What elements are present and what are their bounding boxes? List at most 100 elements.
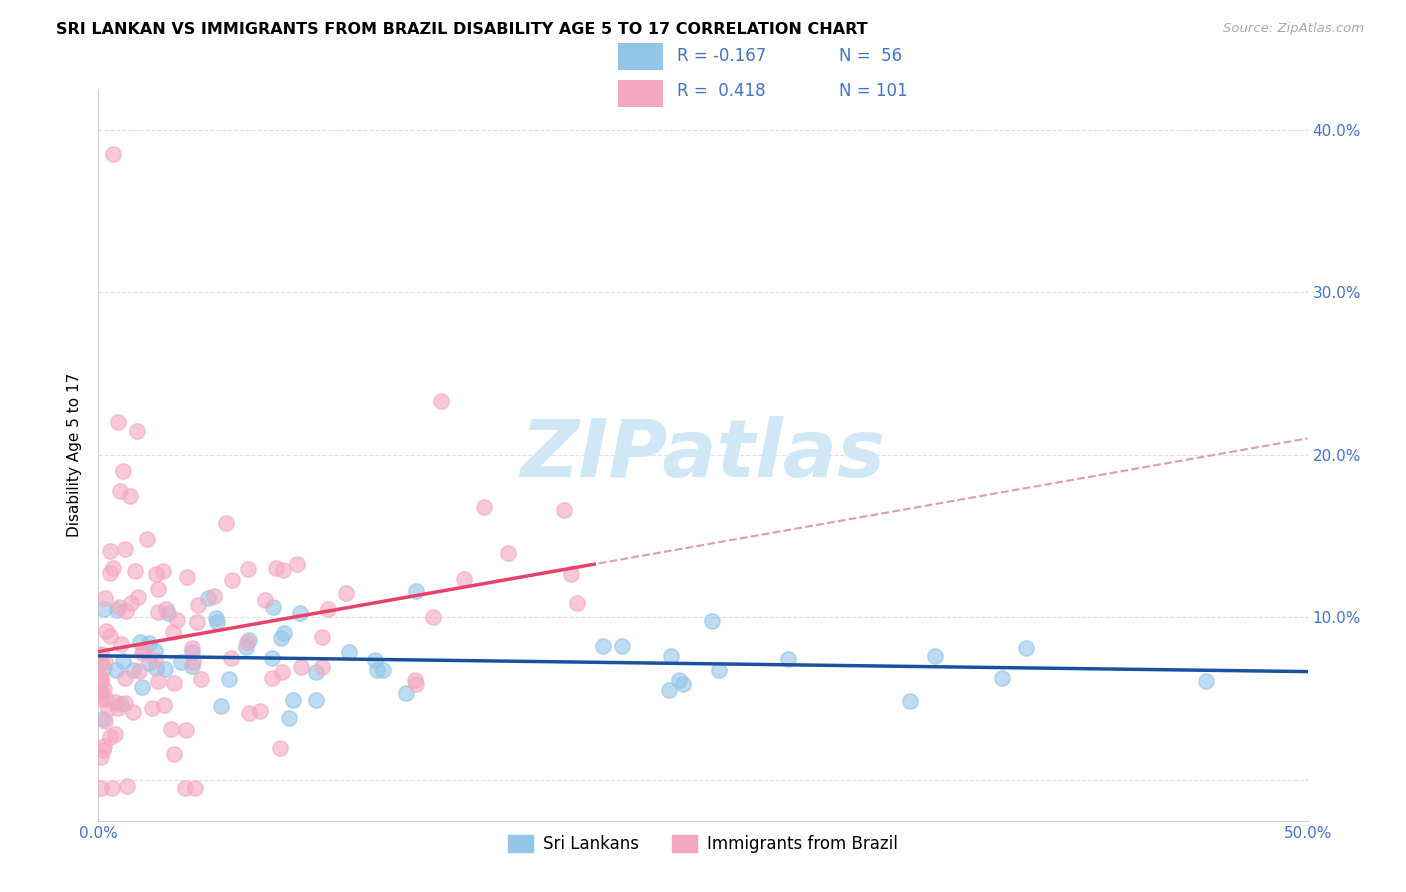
Point bbox=[176, 570, 198, 584]
Point bbox=[186, 615, 208, 629]
Point bbox=[97, 701, 120, 715]
Point bbox=[205, 611, 228, 625]
Point bbox=[104, 664, 127, 678]
Point bbox=[90, 686, 112, 700]
Point bbox=[162, 625, 184, 640]
Point bbox=[146, 605, 169, 619]
Point bbox=[174, 781, 197, 796]
Point bbox=[90, 656, 112, 670]
Point bbox=[114, 696, 136, 710]
Y-axis label: Disability Age 5 to 17: Disability Age 5 to 17 bbox=[67, 373, 83, 537]
Point bbox=[991, 671, 1014, 685]
Point bbox=[136, 532, 159, 546]
Point bbox=[668, 673, 690, 687]
Point bbox=[94, 714, 117, 729]
Point bbox=[364, 653, 387, 667]
Point bbox=[93, 739, 115, 754]
Text: N =  56: N = 56 bbox=[839, 47, 903, 65]
Point bbox=[269, 741, 291, 756]
Point bbox=[672, 677, 695, 691]
Point bbox=[190, 672, 212, 686]
Point bbox=[264, 561, 287, 575]
Point bbox=[90, 671, 112, 685]
Point bbox=[153, 662, 176, 676]
Point bbox=[114, 542, 136, 557]
Point bbox=[145, 661, 167, 675]
Point bbox=[93, 712, 115, 726]
Point bbox=[238, 706, 260, 721]
Point bbox=[124, 564, 146, 578]
Point bbox=[262, 599, 284, 614]
Point bbox=[101, 781, 124, 796]
Point bbox=[472, 500, 495, 514]
Point bbox=[152, 564, 174, 578]
Point bbox=[271, 563, 294, 577]
Point bbox=[94, 591, 117, 605]
Point bbox=[702, 614, 724, 628]
Point bbox=[160, 723, 183, 737]
Point bbox=[218, 672, 240, 686]
Point bbox=[143, 644, 166, 658]
Point bbox=[174, 723, 197, 738]
Point bbox=[90, 684, 112, 698]
Point bbox=[163, 747, 186, 761]
Point bbox=[104, 695, 127, 709]
Point bbox=[98, 731, 121, 745]
Point bbox=[273, 625, 295, 640]
Point bbox=[120, 596, 142, 610]
Point bbox=[90, 692, 112, 706]
Point bbox=[404, 673, 426, 688]
Point bbox=[110, 697, 132, 711]
Point bbox=[405, 584, 427, 599]
Point bbox=[496, 545, 519, 559]
Point bbox=[311, 659, 333, 673]
Point bbox=[114, 671, 136, 685]
Point bbox=[94, 691, 117, 706]
Point bbox=[422, 609, 444, 624]
Text: R = -0.167: R = -0.167 bbox=[678, 47, 766, 65]
FancyBboxPatch shape bbox=[619, 43, 664, 70]
Point bbox=[430, 394, 453, 409]
Point bbox=[104, 727, 127, 741]
Text: ZIPatlas: ZIPatlas bbox=[520, 416, 886, 494]
Point bbox=[235, 640, 257, 655]
Point bbox=[115, 604, 138, 618]
Point bbox=[262, 671, 284, 685]
Point bbox=[100, 544, 122, 558]
FancyBboxPatch shape bbox=[619, 79, 664, 107]
Point bbox=[156, 606, 179, 620]
Point bbox=[337, 645, 360, 659]
Point bbox=[288, 607, 311, 621]
Point bbox=[659, 649, 682, 664]
Text: R =  0.418: R = 0.418 bbox=[678, 82, 766, 100]
Point bbox=[270, 631, 292, 645]
Point bbox=[94, 655, 117, 669]
Point bbox=[262, 650, 284, 665]
Point bbox=[592, 639, 614, 653]
Text: N = 101: N = 101 bbox=[839, 82, 908, 100]
Point bbox=[187, 598, 209, 612]
Point bbox=[98, 629, 121, 643]
Point bbox=[567, 596, 589, 610]
Point bbox=[148, 582, 170, 596]
Point bbox=[163, 676, 186, 690]
Point bbox=[90, 647, 112, 661]
Point bbox=[778, 652, 800, 666]
Point bbox=[202, 589, 225, 603]
Point bbox=[197, 591, 219, 605]
Point bbox=[128, 664, 150, 678]
Point bbox=[270, 665, 292, 680]
Point bbox=[249, 704, 271, 718]
Point bbox=[253, 593, 276, 607]
Point bbox=[371, 663, 394, 677]
Point bbox=[1195, 674, 1218, 689]
Point bbox=[148, 674, 170, 689]
Point bbox=[110, 637, 132, 651]
Point bbox=[90, 673, 112, 688]
Point bbox=[127, 591, 149, 605]
Point bbox=[209, 699, 232, 714]
Point bbox=[138, 656, 160, 670]
Point bbox=[170, 656, 193, 670]
Point bbox=[107, 700, 129, 714]
Point bbox=[453, 572, 475, 586]
